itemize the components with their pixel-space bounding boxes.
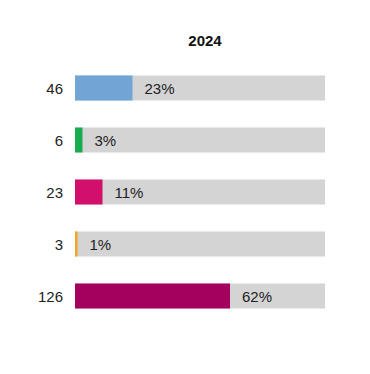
svg-text:3: 3 (55, 236, 63, 253)
svg-text:62%: 62% (242, 288, 272, 305)
svg-text:126: 126 (38, 288, 63, 305)
svg-text:3%: 3% (95, 132, 117, 149)
svg-text:2024: 2024 (188, 32, 222, 49)
svg-text:6: 6 (55, 132, 63, 149)
svg-text:23: 23 (46, 184, 63, 201)
svg-text:46: 46 (46, 80, 63, 97)
svg-text:23%: 23% (145, 80, 175, 97)
svg-text:11%: 11% (115, 184, 144, 201)
svg-text:1%: 1% (90, 236, 112, 253)
